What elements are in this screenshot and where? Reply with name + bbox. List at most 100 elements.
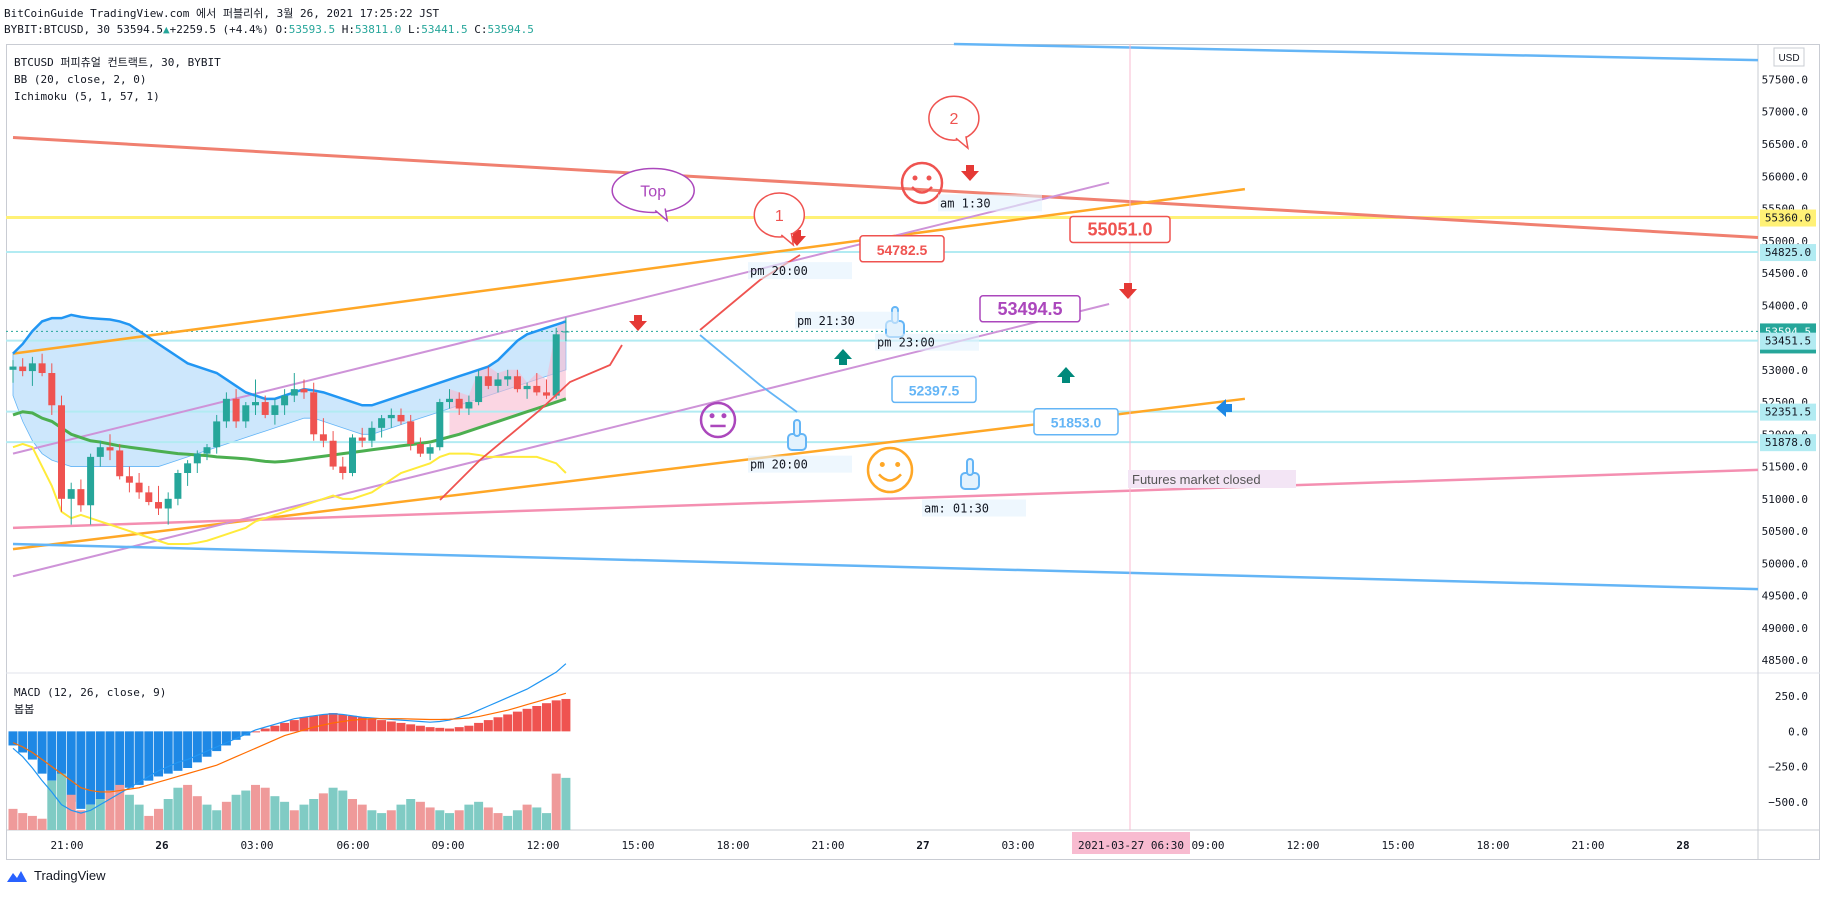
macd-histogram-bar — [47, 731, 57, 781]
time-tick-label: 21:00 — [811, 839, 844, 852]
macd-histogram-bar — [338, 714, 348, 732]
face-eye — [709, 413, 715, 419]
volume-bar — [328, 787, 338, 830]
price-tick-label: 54500.0 — [1762, 267, 1808, 280]
volume-bar — [377, 813, 387, 830]
candle-body — [222, 398, 230, 422]
note-background — [795, 311, 899, 329]
ichimoku-lead-line — [12, 397, 567, 464]
macd-histogram-bar — [435, 727, 445, 732]
candle-body — [19, 366, 27, 372]
price-tick-label: 50500.0 — [1762, 525, 1808, 538]
price-change: +2259.5 (+4.4%) — [169, 23, 269, 36]
macd-histogram-bar — [415, 725, 425, 732]
macd-histogram-bar — [493, 717, 503, 732]
macd-histogram-bar — [289, 720, 299, 732]
macd-tick-label: 250.0 — [1775, 690, 1808, 703]
macd-histogram-bar — [464, 725, 474, 732]
candle-body — [455, 398, 463, 409]
trend-line — [12, 187, 1246, 355]
note-background — [922, 499, 1026, 517]
time-tick-label: 03:00 — [1001, 839, 1034, 852]
candle-body — [261, 402, 269, 415]
trend-line — [953, 42, 1759, 62]
volume-bar — [512, 810, 522, 830]
macd-histogram-bar — [309, 715, 319, 732]
note-text: pm 20:00 — [750, 264, 808, 278]
note-text: pm 21:30 — [797, 314, 855, 328]
candle-body — [145, 492, 153, 503]
macd-histogram-bar — [154, 731, 163, 777]
macd-histogram-bar — [163, 731, 173, 774]
candle-body — [378, 418, 386, 428]
volume-bar — [561, 777, 571, 830]
time-note: pm 21:30 — [795, 311, 899, 329]
candle-body — [349, 437, 356, 474]
macd-histogram-bar — [212, 731, 222, 752]
price-annotation: 54782.5 — [859, 235, 945, 263]
volume-bar — [299, 804, 309, 830]
note-background — [938, 194, 1042, 212]
macd-histogram-bar — [483, 720, 493, 732]
low-value: 53441.5 — [421, 23, 468, 36]
volume-bar — [318, 793, 328, 830]
change-arrow-icon: ▲ — [162, 23, 170, 36]
annotation-box — [979, 295, 1081, 323]
volume-bar — [348, 799, 357, 830]
time-tick-label: 15:00 — [1381, 839, 1414, 852]
open-value: 53593.5 — [288, 23, 336, 36]
volume-bar — [338, 790, 348, 830]
bubble-tail — [955, 136, 969, 151]
candle-body — [368, 427, 376, 441]
time-tick-label: 06:00 — [336, 839, 369, 852]
note-background — [1128, 470, 1296, 488]
time-tick-label: 15:00 — [621, 839, 654, 852]
volume-bar — [464, 804, 474, 830]
face-eye — [912, 175, 918, 181]
annotation-text: 51853.0 — [1051, 415, 1102, 431]
candle-body — [116, 450, 124, 477]
note-text: Futures market closed — [1132, 472, 1261, 487]
macd-histogram-bar — [66, 731, 76, 802]
candle-body — [310, 392, 318, 435]
candle-body — [77, 489, 85, 506]
volume-bar — [251, 784, 260, 830]
bb-legend[interactable]: BB (20, close, 2, 0) — [14, 73, 147, 86]
candle-body — [465, 402, 473, 409]
candle-body — [281, 395, 289, 406]
candle-body — [407, 421, 415, 444]
signal-arrow-icon — [1216, 399, 1232, 417]
candle-body — [38, 363, 46, 374]
time-tick-label: 03:00 — [240, 839, 273, 852]
price-tag: 54825.0 — [1760, 244, 1816, 262]
candle-body — [319, 434, 327, 441]
annotation-box — [1033, 407, 1119, 436]
volume-bar — [66, 794, 76, 830]
ichimoku-legend[interactable]: Ichimoku (5, 1, 57, 1) — [14, 90, 160, 103]
volume-bar — [173, 787, 183, 830]
face-outline — [866, 446, 914, 494]
macd-legend-title[interactable]: MACD (12, 26, close, 9) — [14, 686, 167, 699]
face-outline — [900, 161, 944, 205]
macd-histogram-bar — [512, 711, 522, 732]
price-tick-label: 56000.0 — [1762, 170, 1808, 183]
symbol-legend[interactable]: BTCUSD 퍼피츄얼 컨트랙트, 30, BYBIT — [14, 56, 221, 69]
signal-arrow-icon — [1057, 367, 1075, 383]
candle-body — [48, 373, 56, 406]
candle-body — [436, 402, 444, 448]
macd-histogram-bar — [95, 731, 105, 799]
face-eye — [926, 175, 932, 181]
volume-bar — [18, 813, 28, 830]
annotation-text: 55051.0 — [1087, 219, 1152, 239]
time-note: pm 20:00 — [748, 455, 852, 473]
price-tag: 53451.5 — [1760, 332, 1816, 350]
footer-brand[interactable]: TradingView — [34, 868, 106, 883]
candle-body — [193, 453, 201, 464]
high-value: 53811.0 — [355, 23, 402, 36]
macd-histogram-bar — [522, 708, 532, 732]
tag-box — [1760, 209, 1816, 227]
tag-text: 52351.5 — [1765, 406, 1811, 419]
macd-tick-label: −500.0 — [1768, 796, 1808, 809]
candle-body — [523, 385, 531, 390]
